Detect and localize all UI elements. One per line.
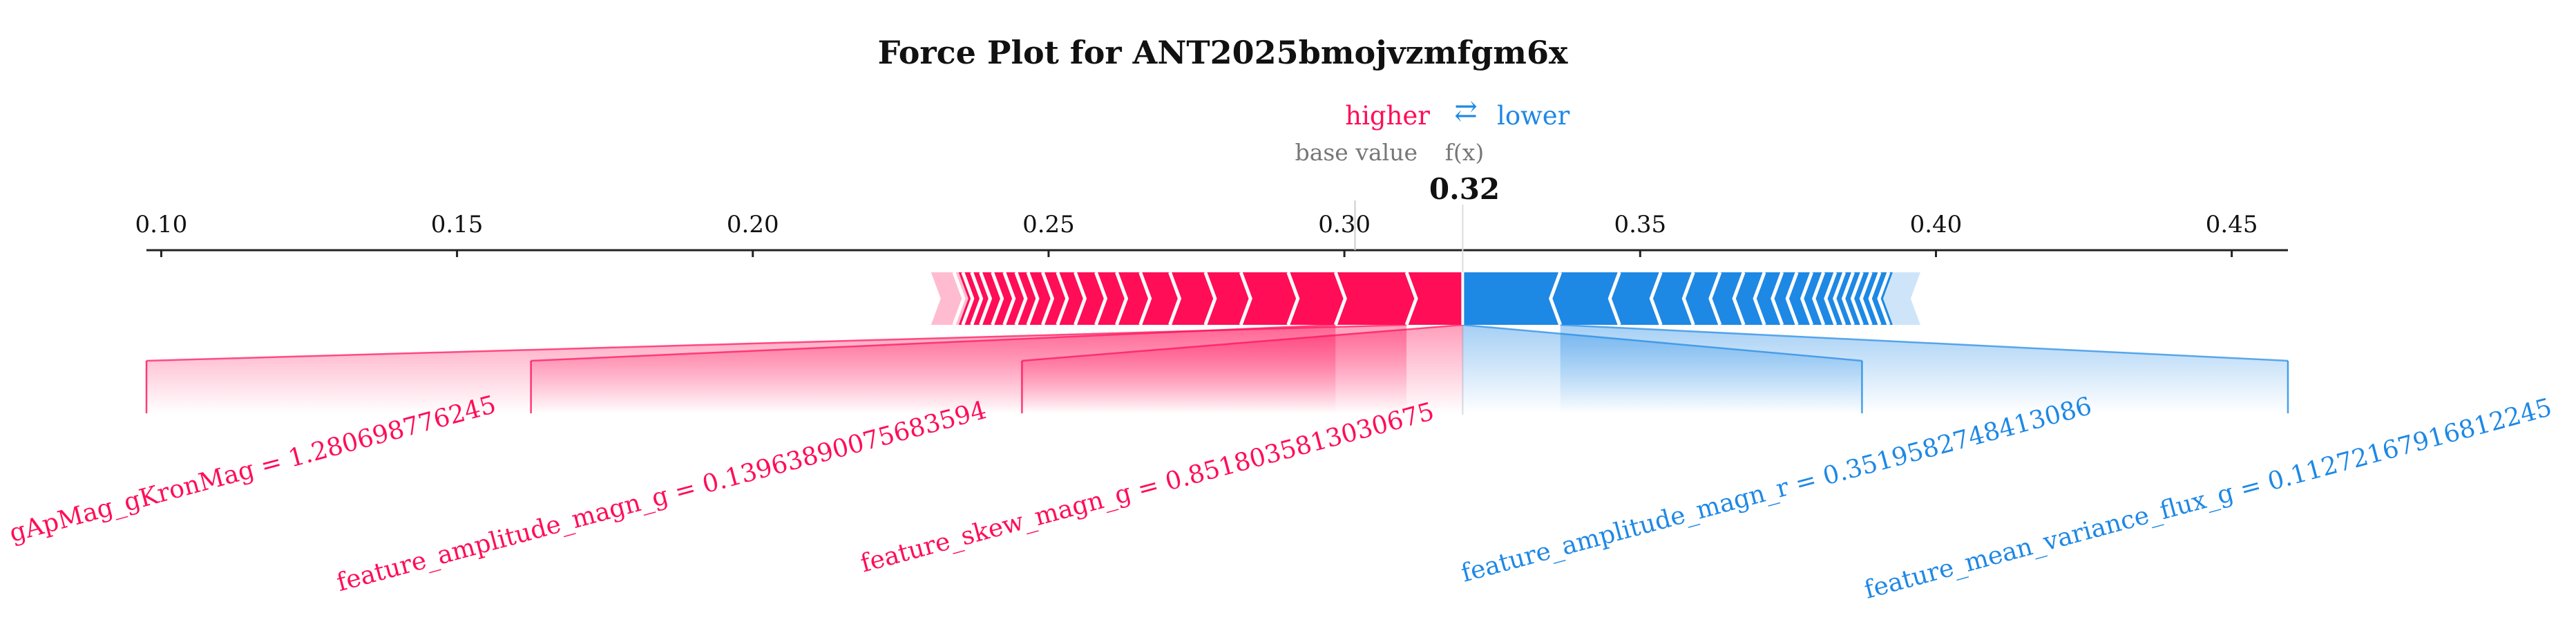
positive-chevron (1074, 272, 1087, 326)
positive-chevron (1002, 272, 1016, 326)
negative-chevron (1681, 272, 1695, 326)
negative-chevron (1850, 272, 1864, 326)
negative-chevron (1800, 272, 1813, 326)
x-tick-label: 0.40 (1910, 211, 1963, 238)
positive-chevron (1056, 272, 1069, 326)
negative-chevron (1824, 272, 1838, 326)
x-tick-label: 0.20 (727, 211, 779, 238)
positive-chevron (1286, 272, 1300, 326)
negative-chevron (1549, 272, 1563, 326)
positive-chevron (961, 272, 975, 326)
legend: higher ⇄ lower (1345, 95, 1570, 131)
base-value-label: base value (1295, 139, 1418, 166)
positive-chevron (1014, 272, 1028, 326)
positive-chevron (970, 272, 984, 326)
negative-chevron (1877, 272, 1891, 326)
x-tick-label: 0.25 (1022, 211, 1075, 238)
negative-force-bar (1462, 272, 1893, 325)
feature-links (145, 323, 2289, 413)
negative-chevron (1753, 272, 1766, 326)
x-tick-label: 0.30 (1318, 211, 1371, 238)
positive-chevron (1404, 272, 1418, 326)
output-value-label: 0.32 (1429, 172, 1500, 206)
negative-chevron (1785, 272, 1799, 326)
positive-chevron (1333, 272, 1347, 326)
positive-chevron (952, 272, 966, 326)
negative-feature-fan (1560, 325, 2288, 413)
feature-labels: gApMag_gKronMag = 1.280698776245feature_… (6, 390, 2555, 605)
feature-link-line (1022, 323, 1463, 362)
positive-force-bar (958, 272, 1463, 325)
negative-chevron (1732, 272, 1746, 326)
x-tick-label: 0.10 (135, 211, 188, 238)
positive-chevron (1239, 272, 1252, 326)
feature-link-line (531, 323, 1336, 362)
positive-chevron (991, 272, 1004, 326)
positive-chevron (1115, 272, 1129, 326)
force-bars (931, 272, 1920, 326)
positive-chevron (1168, 272, 1182, 326)
legend-arrows-icon: ⇄ (1454, 95, 1478, 127)
x-tick-label: 0.35 (1614, 211, 1666, 238)
feature-link-line (1560, 323, 2289, 362)
positive-chevron (1094, 272, 1108, 326)
negative-chevron (1859, 272, 1873, 326)
positive-chevron (979, 272, 993, 326)
negative-chevron (1868, 272, 1882, 326)
positive-chevron (1203, 272, 1217, 326)
negative-chevron (1708, 272, 1722, 326)
negative-chevron (1841, 272, 1855, 326)
fx-label: f(x) (1445, 139, 1485, 166)
negative-chevron (1771, 272, 1784, 326)
positive-chevron (1026, 272, 1040, 326)
negative-chevron (1812, 272, 1826, 326)
x-axis: 0.10 0.15 0.20 0.25 0.30 0.35 0.40 0.45 (135, 200, 2288, 415)
positive-chevron (1041, 272, 1055, 326)
negative-chevron (1607, 272, 1621, 326)
negative-chevron (1649, 272, 1663, 326)
legend-higher-label: higher (1345, 101, 1430, 131)
legend-lower-label: lower (1497, 101, 1570, 131)
positive-feature-label: gApMag_gKronMag = 1.280698776245 (6, 390, 499, 548)
positive-feature-fan (1022, 325, 1463, 413)
x-tick-label: 0.45 (2206, 211, 2258, 238)
negative-chevron (1833, 272, 1847, 326)
x-tick-label: 0.15 (431, 211, 484, 238)
chart-title: Force Plot for ANT2025bmojvzmfgm6x (878, 34, 1568, 71)
positive-chevron (1138, 272, 1152, 326)
